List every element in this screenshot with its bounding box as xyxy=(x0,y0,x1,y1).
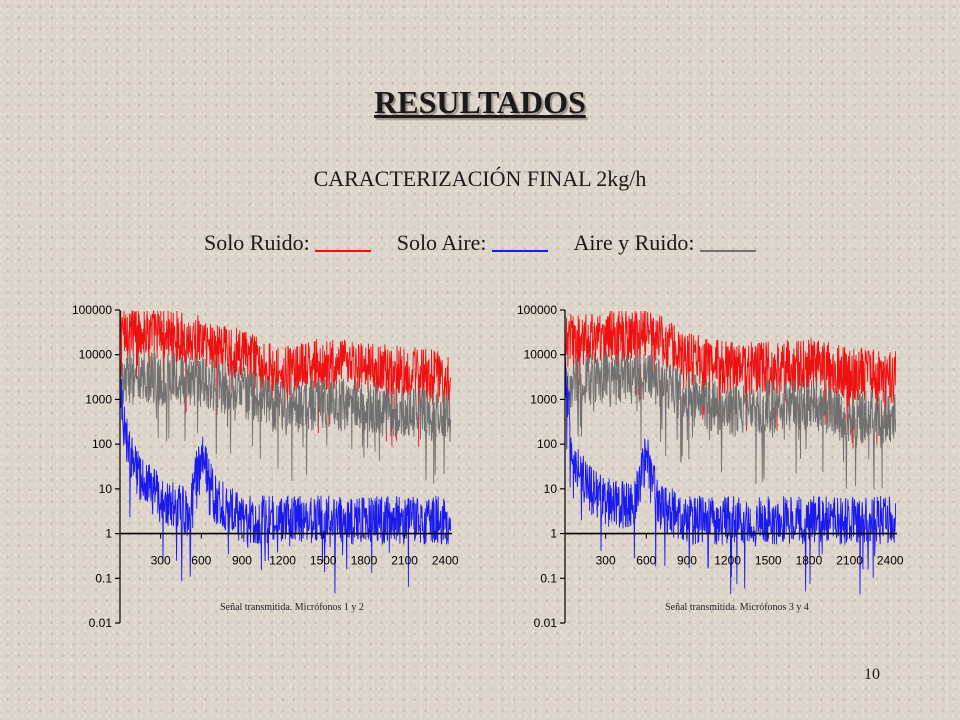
y-tick-label: 100000 xyxy=(517,303,557,317)
slide-subtitle: CARACTERIZACIÓN FINAL 2kg/h xyxy=(313,166,647,191)
series-line-1 xyxy=(119,351,452,484)
y-tick-label: 1 xyxy=(105,527,112,541)
y-tick-label: 0.01 xyxy=(89,616,113,630)
y-tick-label: 0.1 xyxy=(540,571,557,585)
x-tick-label: 2100 xyxy=(836,554,863,568)
y-tick-label: 100 xyxy=(92,437,112,451)
chart-title: Señal transmitida. Micrófonos 3 y 4 xyxy=(665,602,809,613)
x-tick-label: 1200 xyxy=(714,554,741,568)
slide-title: RESULTADOS xyxy=(374,84,586,120)
x-tick-label: 2100 xyxy=(391,554,418,568)
y-tick-label: 0.1 xyxy=(95,571,112,585)
x-tick-label: 600 xyxy=(636,554,656,568)
page-number: 10 xyxy=(864,666,880,683)
y-tick-label: 10 xyxy=(99,482,113,496)
x-tick-label: 900 xyxy=(677,554,697,568)
legend-label: Solo Aire: xyxy=(396,230,487,255)
x-tick-label: 1800 xyxy=(351,554,378,568)
x-tick-label: 2400 xyxy=(877,554,904,568)
legend-item-solo-ruido: Solo Ruido: xyxy=(204,230,377,255)
series-line-1 xyxy=(564,351,897,490)
y-tick-label: 10 xyxy=(544,482,558,496)
y-tick-label: 100 xyxy=(537,437,557,451)
legend-label: Aire y Ruido: xyxy=(573,230,695,255)
x-tick-label: 2400 xyxy=(432,554,459,568)
y-tick-label: 1 xyxy=(550,527,557,541)
chart-title: Señal transmitida. Micrófonos 1 y 2 xyxy=(220,602,364,613)
legend-line-gray xyxy=(700,232,757,252)
x-tick-label: 1800 xyxy=(796,554,823,568)
y-tick-label: 10000 xyxy=(524,348,558,362)
x-tick-label: 1500 xyxy=(310,554,337,568)
legend-line-red xyxy=(315,232,372,252)
chart-microfonos-3-4: 100000 10000 1000 100 10 1 0.1 0.01 300 600 900 120… xyxy=(517,303,904,630)
x-tick-label: 300 xyxy=(151,554,171,568)
x-tick-label: 600 xyxy=(191,554,211,568)
legend-line-blue xyxy=(492,232,549,252)
y-tick-label: 0.01 xyxy=(534,616,558,630)
legend-label: Solo Ruido: xyxy=(203,230,310,255)
series-line-0 xyxy=(119,310,452,447)
y-tick-label: 100000 xyxy=(72,303,112,317)
x-tick-label: 900 xyxy=(232,554,252,568)
y-tick-label: 10000 xyxy=(79,348,113,362)
legend-item-solo-aire: Solo Aire: xyxy=(397,230,554,255)
legend-item-aire-y-ruido: Aire y Ruido: xyxy=(574,230,757,255)
x-tick-label: 300 xyxy=(596,554,616,568)
y-tick-label: 1000 xyxy=(85,392,112,406)
series-line-2 xyxy=(564,361,897,595)
chart-microfonos-1-2: 100000 10000 1000 100 10 1 0.1 0.01 300 600 900 120… xyxy=(72,303,459,630)
x-tick-label: 1500 xyxy=(755,554,782,568)
y-tick-label: 1000 xyxy=(530,392,557,406)
series-line-2 xyxy=(119,378,452,594)
x-tick-label: 1200 xyxy=(269,554,296,568)
legend: Solo Ruido: Solo Aire: Aire y Ruido: xyxy=(0,230,960,256)
